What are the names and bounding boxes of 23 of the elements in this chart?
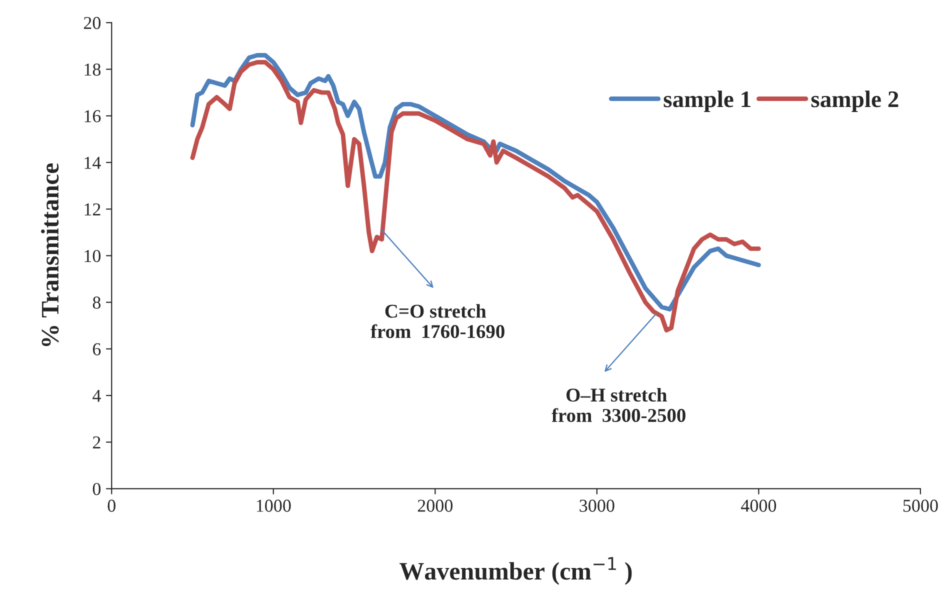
y-tick-label: 8 [92, 296, 101, 309]
legend-label: sample 1 [664, 90, 750, 112]
y-tick-label: 6 [92, 343, 101, 356]
y-tick-label: 10 [84, 250, 101, 262]
y-tick-label: 0 [92, 482, 101, 496]
x-tick-label: 3000 [580, 500, 614, 512]
y-tick-label: 18 [84, 64, 101, 76]
y-tick-label: 12 [84, 203, 100, 216]
x-axis-title: Wavenumber (cm$^{−1}$ ) [400, 557, 632, 585]
annotation: C=O stretch from 1760-1690 [370, 304, 504, 338]
y-axis-title: % Transmittance [41, 163, 59, 346]
x-tick-label: 2000 [418, 500, 453, 512]
x-tick-label: 5000 [903, 500, 938, 512]
y-tick-label: 14 [84, 156, 101, 169]
y-tick-label: 20 [84, 16, 101, 30]
x-tick-label: 0 [108, 500, 116, 512]
y-tick-label: 2 [92, 436, 100, 448]
x-tick-label: 4000 [740, 500, 776, 512]
x-tick-label: 1000 [256, 500, 291, 512]
y-tick-label: 4 [92, 390, 101, 402]
y-tick-label: 16 [84, 110, 101, 122]
annotation: O–H stretch from 3300-2500 [552, 388, 686, 422]
legend-label: sample 2 [811, 90, 898, 112]
